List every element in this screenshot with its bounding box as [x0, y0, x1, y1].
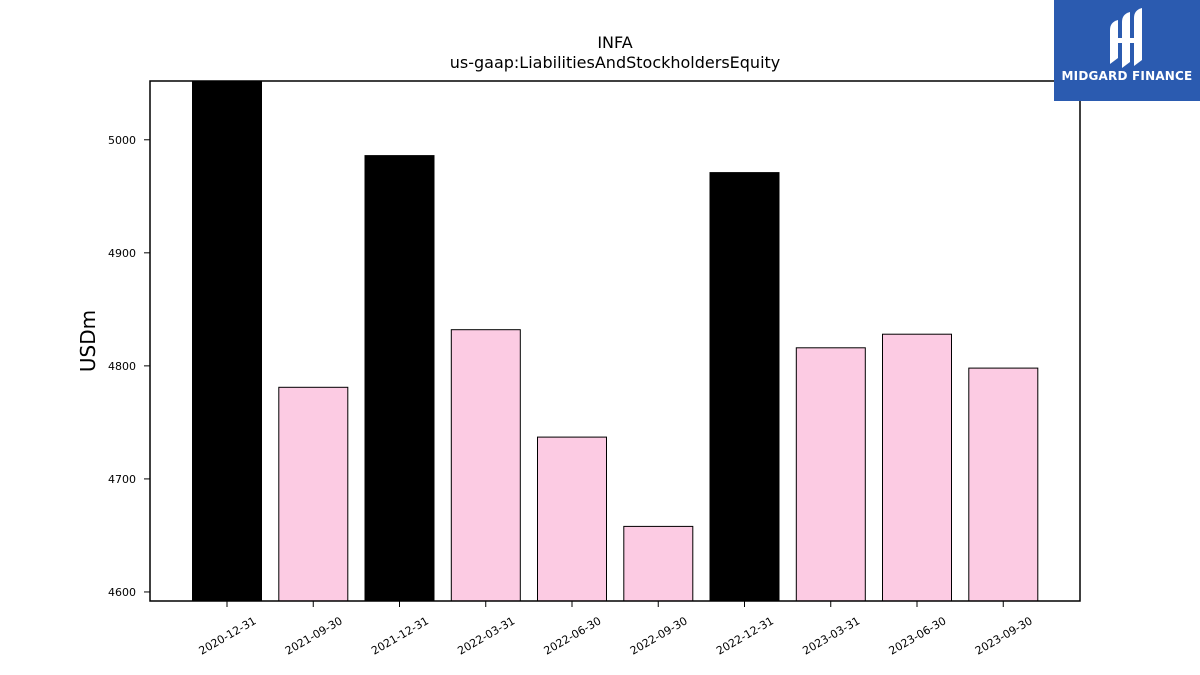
- x-tick-label: 2022-03-31: [455, 614, 517, 657]
- midgard-finance-logo: MIDGARD FINANCE: [1054, 0, 1200, 101]
- x-tick-label: 2023-09-30: [973, 614, 1035, 657]
- bar-2023-09-30: [968, 367, 1039, 602]
- logo-text: MIDGARD FINANCE: [1061, 69, 1193, 83]
- chart-subtitle: us-gaap:LiabilitiesAndStockholdersEquity: [450, 53, 781, 72]
- y-tick-label: 5000: [108, 134, 136, 147]
- midgard-logo-icon: [1110, 8, 1142, 68]
- y-tick-label: 4800: [108, 360, 136, 373]
- bar-2023-06-30: [882, 333, 952, 602]
- x-tick-label: 2023-06-30: [887, 614, 949, 657]
- y-tick-label: 4900: [108, 247, 136, 260]
- x-tick-label: 2022-06-30: [542, 614, 604, 657]
- x-tick-label: 2022-09-30: [628, 614, 690, 657]
- bars-group: [192, 80, 1039, 602]
- x-tick-label: 2022-12-31: [714, 614, 776, 657]
- bar-2022-12-31: [709, 172, 780, 602]
- bar-2023-03-31: [795, 347, 866, 602]
- y-ticks-group: 4600 4700 4800 4900 5000: [108, 134, 150, 599]
- x-tick-label: 2023-03-31: [800, 614, 862, 657]
- plot-frame: [149, 80, 1081, 602]
- bar-2022-03-31: [450, 329, 521, 602]
- x-tick-label: 2021-12-31: [369, 614, 431, 657]
- x-ticks-group: 2020-12-31 2021-09-30 2021-12-31 2022-03-31…: [197, 601, 1035, 658]
- bar-2021-09-30: [278, 386, 349, 602]
- x-tick-label: 2021-09-30: [283, 614, 345, 657]
- bar-2022-09-30: [623, 525, 694, 602]
- bar-2020-12-31: [192, 80, 262, 602]
- bar-2021-12-31: [364, 155, 435, 602]
- bar-2022-06-30: [537, 436, 607, 602]
- x-tick-label: 2020-12-31: [197, 614, 259, 657]
- chart-title: INFA: [597, 33, 632, 52]
- y-tick-label: 4600: [108, 586, 136, 599]
- y-tick-label: 4700: [108, 473, 136, 486]
- y-axis-label: USDm: [76, 310, 100, 372]
